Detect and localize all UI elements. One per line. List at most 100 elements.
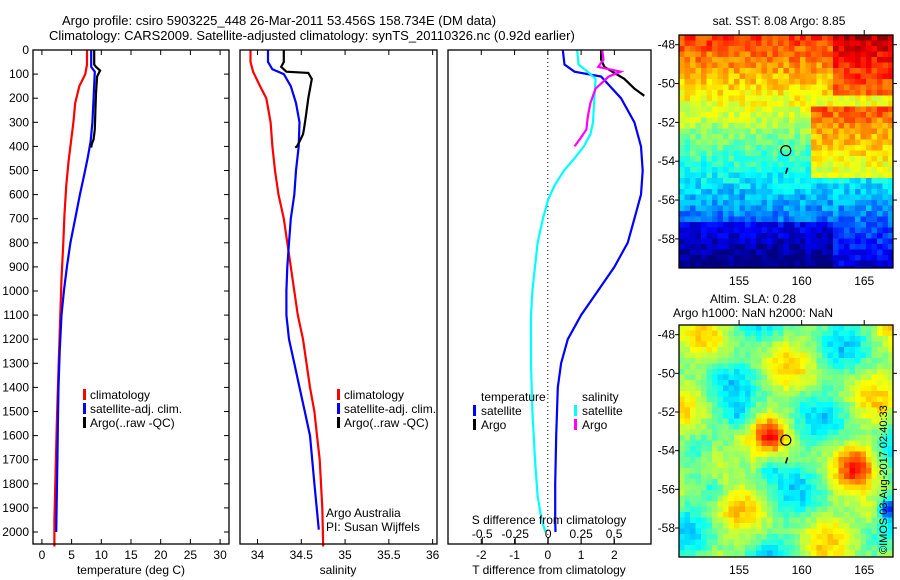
sst-map-cell	[800, 238, 807, 245]
sla-map-cell	[811, 341, 818, 348]
sla-map-cell	[701, 539, 708, 546]
sst-map-cell	[690, 101, 697, 108]
sla-map-cell	[783, 336, 790, 343]
sla-map-cell	[706, 429, 713, 436]
sst-map-cell	[866, 40, 873, 47]
sst-map-cell	[695, 84, 702, 91]
sla-map-cell	[822, 418, 829, 425]
sla-map-cell	[816, 512, 823, 519]
sst-map-cell	[789, 244, 796, 251]
sla-map-cell	[860, 391, 867, 398]
sla-map-cell	[860, 440, 867, 447]
sst-map-cell	[750, 255, 757, 262]
sla-map-cell	[745, 352, 752, 359]
sst-map-cell	[684, 46, 691, 53]
depth-ytick-label: 1200	[2, 332, 29, 346]
sst-map-cell	[882, 156, 889, 163]
sst-map-cell	[838, 51, 845, 58]
sst-map-cell	[684, 167, 691, 174]
sst-map-cell	[800, 112, 807, 119]
sla-map-cell	[767, 523, 774, 530]
sla-map-cell	[750, 484, 757, 491]
sla-map-cell	[756, 545, 763, 552]
sst-map-cell	[679, 161, 686, 168]
sst-map-cell	[717, 101, 724, 108]
sla-map-cell	[761, 534, 768, 541]
sst-map-cell	[701, 128, 708, 135]
sst-map-cell	[860, 46, 867, 53]
sst-map-cell	[827, 260, 834, 267]
sla-map-cell	[811, 539, 818, 546]
sst-map-cell	[805, 156, 812, 163]
sst-map-cell	[816, 40, 823, 47]
sla-map-cell	[767, 374, 774, 381]
sla-map-cell	[734, 347, 741, 354]
sst-map-cell	[695, 266, 702, 268]
sla-map-ytick-label: -52	[658, 405, 676, 419]
sla-map-cell	[728, 495, 735, 502]
sst-map-cell	[800, 222, 807, 229]
sst-map-cell	[805, 79, 812, 86]
sst-map-cell	[739, 260, 746, 267]
sst-map-cell	[684, 117, 691, 124]
temp-series-satellite	[55, 50, 96, 533]
sla-map-cell	[800, 435, 807, 442]
sla-map-cell	[794, 336, 801, 343]
sla-map-cell	[811, 451, 818, 458]
sst-map-cell	[877, 260, 884, 267]
sst-map-cell	[877, 123, 884, 130]
sla-map-cell	[860, 479, 867, 486]
sla-map-cell	[855, 528, 862, 535]
sla-map-cell	[734, 446, 741, 453]
sst-map-cell	[811, 128, 818, 135]
sst-map-cell	[712, 90, 719, 97]
sst-map-cell	[822, 145, 829, 152]
sst-map-cell	[833, 90, 840, 97]
sla-map-cell	[695, 418, 702, 425]
sst-map-cell	[833, 156, 840, 163]
sla-map-cell	[690, 407, 697, 414]
sst-map-cell	[750, 194, 757, 201]
sla-map-cell	[888, 341, 893, 348]
sla-map-cell	[838, 440, 845, 447]
sla-map-cell	[783, 523, 790, 530]
sst-map-cell	[838, 255, 845, 262]
sst-map-cell	[712, 222, 719, 229]
sst-map-cell	[734, 238, 741, 245]
sla-map-cell	[701, 413, 708, 420]
sla-map-cell	[838, 512, 845, 519]
sla-map-cell	[827, 385, 834, 392]
sst-map-cell	[783, 260, 790, 267]
sst-map-cell	[778, 266, 785, 268]
depth-ytick-label: 0	[22, 43, 29, 57]
sla-map-cell	[712, 418, 719, 425]
sla-map-cell	[772, 396, 779, 403]
sla-map-cell	[745, 363, 752, 370]
sst-map-cell	[745, 123, 752, 130]
sla-map-cell	[772, 424, 779, 431]
sst-map-cell	[789, 167, 796, 174]
sla-map-cell	[882, 402, 889, 409]
sst-map-cell	[695, 68, 702, 75]
sla-map-cell	[695, 473, 702, 480]
sla-map-cell	[778, 457, 785, 464]
sla-map-cell	[745, 440, 752, 447]
sla-map-cell	[745, 391, 752, 398]
sla-map-cell	[723, 473, 730, 480]
sst-map-cell	[805, 134, 812, 141]
sst-map-cell	[728, 266, 735, 268]
depth-ytick-label: 200	[9, 91, 29, 105]
sla-map-cell	[745, 336, 752, 343]
sst-map-cell	[849, 205, 856, 212]
sst-map-cell	[789, 106, 796, 113]
sst-map-cell	[706, 161, 713, 168]
sla-map-cell	[833, 451, 840, 458]
sst-map-cell	[866, 167, 873, 174]
sla-map-cell	[712, 484, 719, 491]
sla-map-cell	[800, 352, 807, 359]
sla-map-cell	[723, 330, 730, 337]
sst-map-cell	[860, 57, 867, 64]
sla-map-cell	[706, 440, 713, 447]
sst-map-cell	[745, 200, 752, 207]
sst-map-cell	[684, 227, 691, 234]
